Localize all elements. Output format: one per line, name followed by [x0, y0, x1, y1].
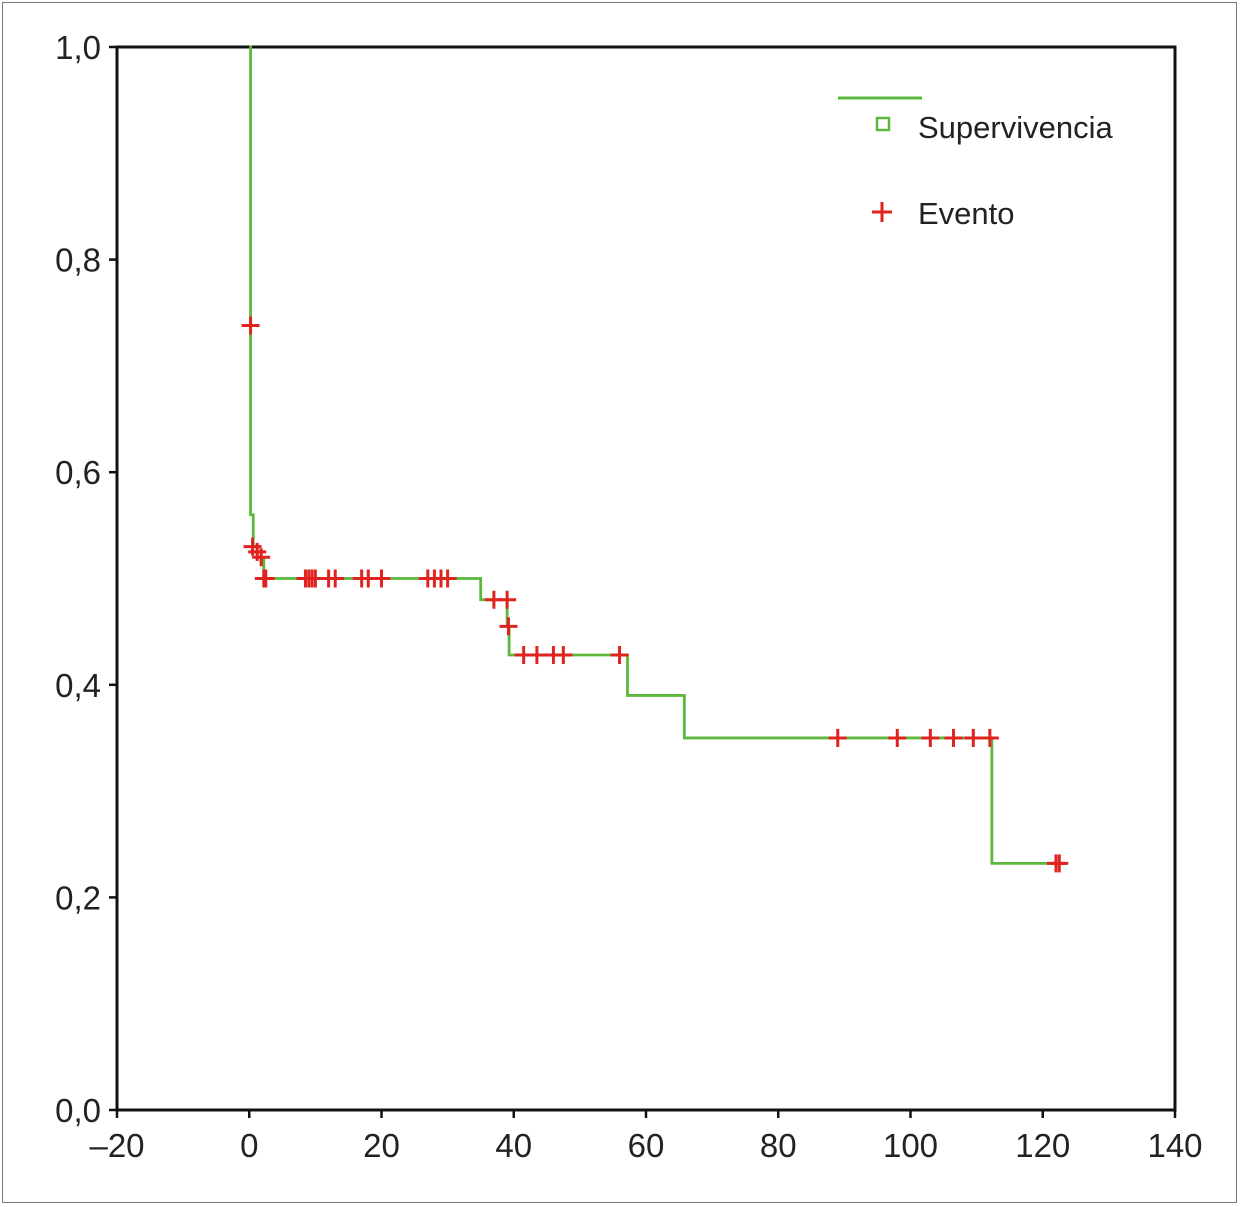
event-marker — [1050, 854, 1069, 873]
event-marker — [980, 728, 999, 747]
event-marker — [256, 569, 275, 588]
x-tick-label: 120 — [1015, 1127, 1070, 1164]
x-tick-label: 60 — [628, 1127, 665, 1164]
x-tick-label: 0 — [240, 1127, 258, 1164]
x-tick-label: 80 — [760, 1127, 797, 1164]
y-tick-label: 0,8 — [55, 242, 101, 279]
legend: Supervivencia Evento — [838, 96, 1113, 231]
y-tick-label: 0,2 — [55, 879, 101, 916]
survival-curve — [249, 45, 1060, 865]
x-axis-tick-labels: –20 0 20 40 60 80 100 120 140 — [89, 1127, 1202, 1164]
x-tick-label: 140 — [1147, 1127, 1202, 1164]
legend-label-supervivencia: Supervivencia — [918, 110, 1113, 145]
event-marker — [610, 646, 629, 665]
axis-ticks — [109, 45, 1177, 1118]
event-marker — [499, 617, 518, 636]
x-tick-label: –20 — [89, 1127, 144, 1164]
x-tick-label: 100 — [883, 1127, 938, 1164]
y-tick-label: 1,0 — [55, 29, 101, 66]
y-tick-label: 0,4 — [55, 667, 101, 704]
legend-plus-icon — [872, 202, 892, 222]
event-markers-layer — [241, 316, 1069, 873]
event-marker — [372, 569, 391, 588]
event-marker — [921, 728, 940, 747]
x-tick-label: 20 — [363, 1127, 400, 1164]
event-marker — [554, 646, 573, 665]
event-marker — [828, 728, 847, 747]
legend-square-icon — [875, 116, 891, 132]
event-marker — [252, 548, 271, 567]
event-marker — [527, 646, 546, 665]
event-marker — [241, 316, 260, 335]
y-tick-label: 0,0 — [55, 1092, 101, 1129]
series-layer — [249, 45, 1060, 865]
x-tick-label: 40 — [495, 1127, 532, 1164]
event-marker — [438, 569, 457, 588]
event-marker — [326, 569, 345, 588]
y-tick-label: 0,6 — [55, 454, 101, 491]
event-marker — [944, 728, 963, 747]
event-marker — [964, 728, 983, 747]
event-marker — [498, 590, 517, 609]
y-axis-tick-labels: 0,0 0,2 0,4 0,6 0,8 1,0 — [55, 29, 101, 1129]
event-marker — [888, 728, 907, 747]
legend-label-evento: Evento — [918, 196, 1015, 231]
